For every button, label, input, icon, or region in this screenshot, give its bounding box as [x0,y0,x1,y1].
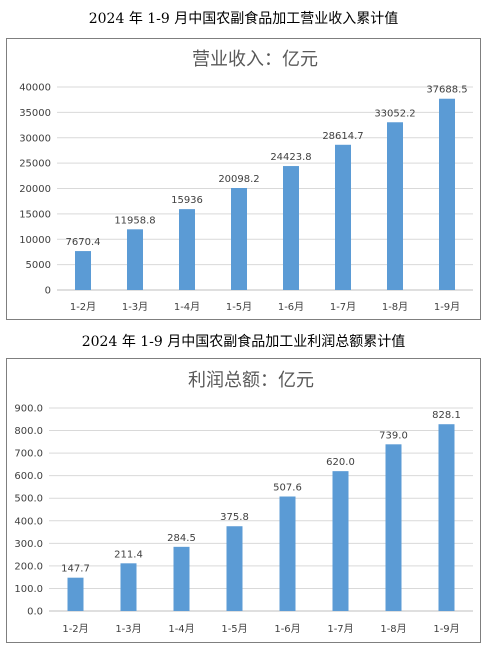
profit-chart-panel: 利润总额：亿元 0.0 100.0 200.0 300.0 400.0 500.0 600.0… [6,358,481,643]
y-tick-label: 0.0 [27,607,43,618]
x-tick-label: 1-6月 [278,301,304,313]
bar [75,251,91,290]
data-label: 620.0 [326,457,355,468]
y-tick-label: 600.0 [14,471,43,482]
data-label: 24423.8 [270,152,311,163]
y-tick-label: 700.0 [14,449,43,460]
x-tick-label: 1-3月 [115,623,141,635]
y-tick-label: 10000 [19,235,51,246]
x-tick-label: 1-5月 [226,301,252,313]
data-label: 507.6 [273,483,302,494]
x-tick-label: 1-9月 [434,301,460,313]
bar [179,209,195,290]
data-label: 20098.2 [218,174,259,185]
y-tick-label: 25000 [19,159,51,170]
revenue-heading: 2024 年 1-9 月中国农副食品加工营业收入累计值 [88,11,399,27]
bar [226,526,243,611]
y-tick-label: 0 [45,286,51,297]
chart-title: 营业收入：亿元 [192,49,318,70]
x-tick-label: 1-8月 [380,623,406,635]
data-label: 37688.5 [426,85,467,96]
bar [283,166,299,290]
profit-bar-chart: 利润总额：亿元 0.0 100.0 200.0 300.0 400.0 500.0 600.0… [14,370,473,635]
x-tick-label: 1-7月 [330,301,356,313]
y-tick-label: 20000 [19,184,51,195]
bar [332,471,349,611]
x-tick-label: 1-4月 [174,301,200,313]
x-tick-label: 1-2月 [70,301,96,313]
bar [173,546,190,611]
bar [127,229,143,290]
bar [120,563,137,611]
data-label: 33052.2 [374,108,415,119]
y-tick-label: 35000 [19,108,51,119]
bar [387,122,403,290]
x-tick-label: 1-6月 [274,623,300,635]
x-tick-label: 1-4月 [168,623,194,635]
y-tick-label: 900.0 [14,404,43,415]
data-label: 828.1 [432,410,461,421]
revenue-chart-panel: 营业收入：亿元 0 5000 10000 15000 20000 25000 30000 350… [6,38,481,320]
data-label: 7670.4 [66,237,101,248]
y-tick-label: 300.0 [14,539,43,550]
y-tick-label: 5000 [26,260,51,271]
data-label: 28614.7 [322,131,363,142]
data-label: 739.0 [379,430,408,441]
data-label: 147.7 [61,564,90,575]
data-label: 375.8 [220,512,249,523]
y-tick-label: 800.0 [14,426,43,437]
y-tick-label: 400.0 [14,516,43,527]
y-tick-label: 100.0 [14,584,43,595]
bar [439,98,455,290]
x-tick-label: 1-3月 [122,301,148,313]
bar [385,444,402,611]
bar [335,144,351,290]
y-tick-label: 40000 [19,83,51,94]
revenue-bar-chart: 营业收入：亿元 0 5000 10000 15000 20000 25000 30000 350… [19,49,473,313]
x-tick-label: 1-2月 [62,623,88,635]
bar [231,188,247,290]
x-tick-label: 1-8月 [382,301,408,313]
x-tick-label: 1-7月 [327,623,353,635]
x-tick-label: 1-5月 [221,623,247,635]
data-label: 284.5 [167,533,196,544]
data-label: 211.4 [114,549,143,560]
profit-heading: 2024 年 1-9 月中国农副食品加工业利润总额累计值 [81,334,406,350]
chart-title: 利润总额：亿元 [188,370,314,391]
bar [67,577,84,611]
y-tick-label: 15000 [19,209,51,220]
bar [438,424,455,611]
x-tick-label: 1-9月 [433,623,459,635]
y-tick-label: 500.0 [14,494,43,505]
y-tick-label: 30000 [19,133,51,144]
y-tick-label: 200.0 [14,561,43,572]
data-label: 15936 [171,195,203,206]
data-label: 11958.8 [114,215,155,226]
bar [279,496,296,611]
